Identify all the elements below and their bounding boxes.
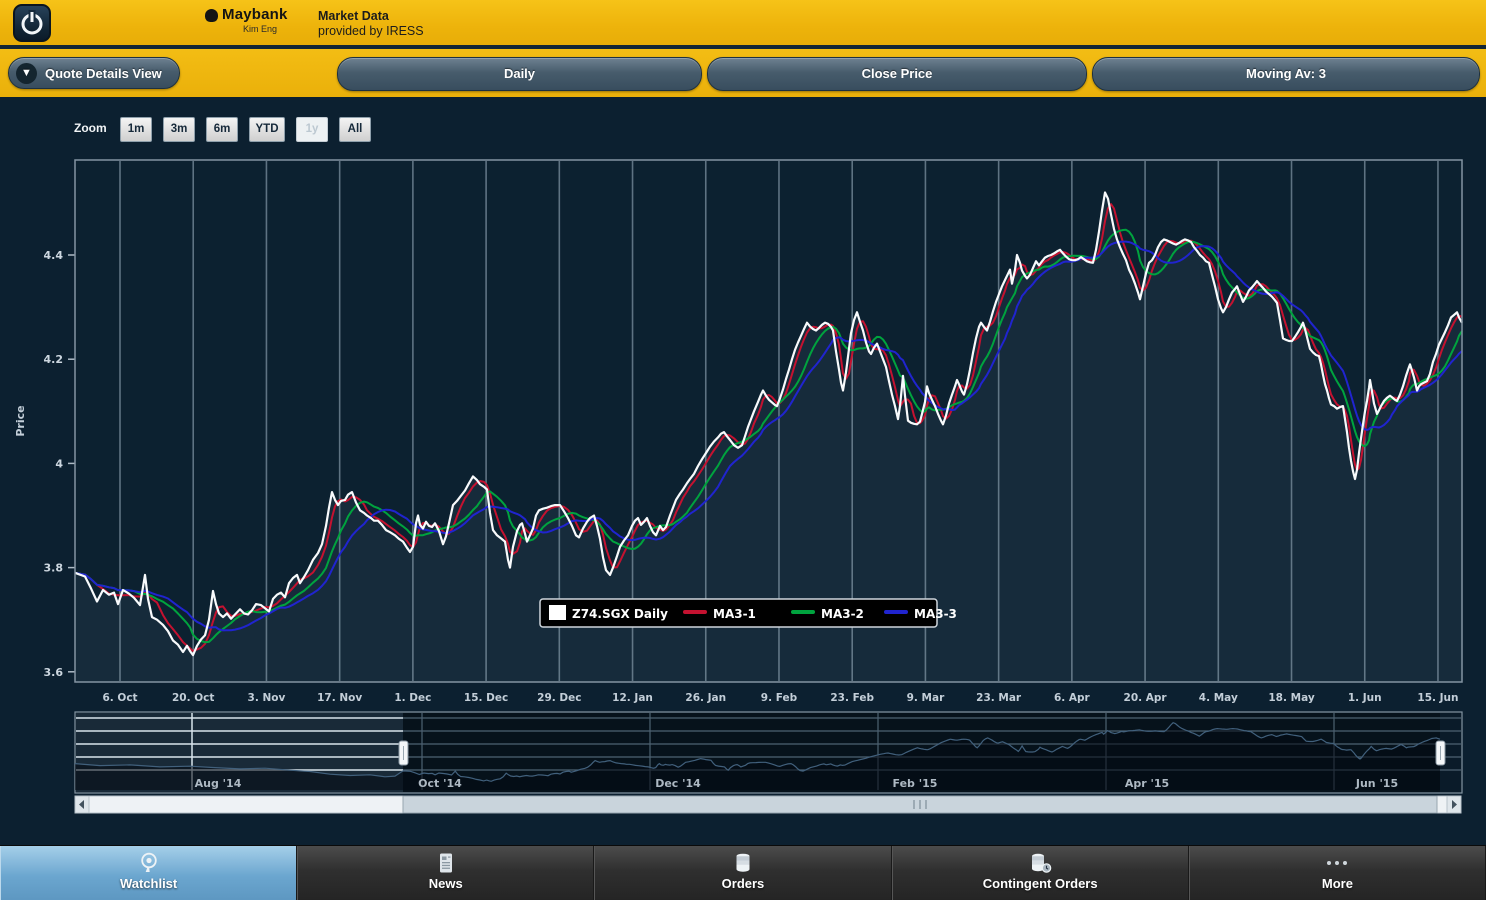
zoom-bar: Zoom 1m 3m 6m YTD 1y All bbox=[0, 115, 1486, 145]
quote-details-label: Quote Details View bbox=[45, 66, 162, 81]
x-axis-label: 6. Apr bbox=[1054, 692, 1091, 704]
y-axis-label: 4.2 bbox=[44, 353, 64, 366]
plot-area[interactable] bbox=[75, 160, 1462, 682]
legend-swatch-3[interactable] bbox=[791, 610, 815, 614]
watchlist-icon bbox=[1, 851, 296, 875]
close-price-line bbox=[74, 191, 1463, 657]
y-axis-label: 4.4 bbox=[44, 249, 64, 262]
navigator-area bbox=[75, 722, 1440, 790]
tab-watchlist[interactable]: Watchlist bbox=[0, 846, 298, 900]
logo-text: Maybank bbox=[222, 6, 288, 23]
legend-item-label: MA3-2 bbox=[821, 607, 864, 621]
x-axis-label: 23. Mar bbox=[976, 692, 1022, 704]
legend-swatch-2[interactable] bbox=[683, 610, 707, 614]
legend-swatch-4[interactable] bbox=[884, 610, 908, 614]
x-axis-label: 15. Jun bbox=[1417, 692, 1458, 704]
zoom-button-1y[interactable]: 1y bbox=[296, 117, 328, 142]
navigator-date-label: Jun '15 bbox=[1355, 777, 1398, 790]
x-axis-label: 18. May bbox=[1268, 692, 1314, 704]
x-axis-label: 1. Jun bbox=[1348, 692, 1382, 704]
tab-label: Watchlist bbox=[119, 876, 178, 891]
tab-contingent-orders[interactable]: Contingent Orders bbox=[891, 846, 1189, 900]
x-axis-label: 23. Feb bbox=[830, 692, 874, 704]
contingent-orders-icon bbox=[893, 851, 1188, 875]
bottom-tab-bar: Watchlist News Orders Contingent Orders More bbox=[0, 845, 1486, 900]
tab-label: More bbox=[1321, 876, 1353, 891]
power-button[interactable] bbox=[13, 4, 51, 42]
chevron-down-icon: ▼ bbox=[16, 63, 37, 84]
x-axis-label: 26. Jan bbox=[685, 692, 726, 704]
tab-news[interactable]: News bbox=[297, 846, 595, 900]
navigator-date-label: Apr '15 bbox=[1125, 777, 1169, 790]
y-axis-label: 4 bbox=[55, 457, 63, 470]
legend-box bbox=[539, 598, 938, 628]
navigator-line bbox=[74, 722, 1441, 782]
zoom-button-ytd[interactable]: YTD bbox=[249, 117, 285, 142]
y-axis-label: 3.8 bbox=[44, 562, 64, 575]
toolbar-button-moving-av-3[interactable]: Moving Av: 3 bbox=[1092, 57, 1480, 91]
toolbar-row: ▼ Quote Details View Daily Close Price Mov… bbox=[0, 49, 1486, 97]
market-data-text: Market Data provided by IRESS bbox=[318, 9, 424, 39]
x-axis-label: 17. Nov bbox=[317, 692, 362, 704]
left-arrow-icon bbox=[79, 800, 84, 809]
market-data-line1: Market Data bbox=[318, 9, 389, 23]
tab-label: Orders bbox=[721, 876, 765, 891]
x-axis-label: 29. Dec bbox=[537, 692, 581, 704]
x-axis-label: 3. Nov bbox=[248, 692, 286, 704]
toolbar-button-close-price[interactable]: Close Price bbox=[707, 57, 1087, 91]
tab-orders[interactable]: Orders bbox=[594, 846, 892, 900]
market-data-line2: provided by IRESS bbox=[318, 24, 424, 38]
x-axis-label: 1. Dec bbox=[394, 692, 431, 704]
x-axis-label: 20. Apr bbox=[1124, 692, 1168, 704]
legend-item-label: MA3-3 bbox=[914, 607, 957, 621]
tab-label: News bbox=[428, 876, 463, 891]
header-bar: Maybank Kim Eng Market Data provided by … bbox=[0, 0, 1486, 49]
y-axis-label: 3.6 bbox=[44, 666, 64, 679]
plot-border bbox=[74, 159, 1463, 683]
tab-label: Contingent Orders bbox=[982, 876, 1098, 891]
close-area-fill bbox=[75, 192, 1462, 682]
x-axis-label: 15. Dec bbox=[464, 692, 508, 704]
navigator-date-label: Oct '14 bbox=[418, 777, 462, 790]
x-axis-label: 4. May bbox=[1199, 692, 1238, 704]
quote-details-view-button[interactable]: ▼ Quote Details View bbox=[8, 57, 180, 89]
x-axis-label: 6. Oct bbox=[102, 692, 137, 704]
power-icon bbox=[21, 10, 43, 35]
x-axis-label: 12. Jan bbox=[612, 692, 653, 704]
more-icon bbox=[1190, 851, 1485, 875]
zoom-label: Zoom bbox=[74, 121, 107, 135]
right-arrow-icon bbox=[1452, 800, 1457, 809]
x-axis-label: 9. Mar bbox=[907, 692, 945, 704]
orders-icon bbox=[595, 851, 890, 875]
zoom-button-all[interactable]: All bbox=[339, 117, 371, 142]
zoom-button-6m[interactable]: 6m bbox=[206, 117, 238, 142]
zoom-button-3m[interactable]: 3m bbox=[163, 117, 195, 142]
tab-more[interactable]: More bbox=[1188, 846, 1486, 900]
navigator-date-label: Aug '14 bbox=[195, 777, 242, 790]
navigator-date-label: Dec '14 bbox=[655, 777, 701, 790]
x-axis-label: 20. Oct bbox=[172, 692, 214, 704]
zoom-button-1m[interactable]: 1m bbox=[120, 117, 152, 142]
toolbar-button-daily[interactable]: Daily bbox=[337, 57, 702, 91]
logo-subtext: Kim Eng bbox=[243, 24, 278, 35]
y-axis-title: Price bbox=[14, 405, 27, 436]
x-axis-label: 9. Feb bbox=[761, 692, 798, 704]
navigator-date-label: Feb '15 bbox=[893, 777, 938, 790]
legend-swatch-1[interactable] bbox=[549, 605, 566, 620]
tiger-icon bbox=[205, 8, 218, 22]
news-icon bbox=[298, 851, 593, 875]
legend-item-label: MA3-1 bbox=[713, 607, 756, 621]
ma-line-ma3-1 bbox=[74, 203, 1463, 652]
maybank-logo: Maybank Kim Eng bbox=[205, 6, 288, 36]
legend-item-label: Z74.SGX Daily bbox=[572, 607, 668, 621]
